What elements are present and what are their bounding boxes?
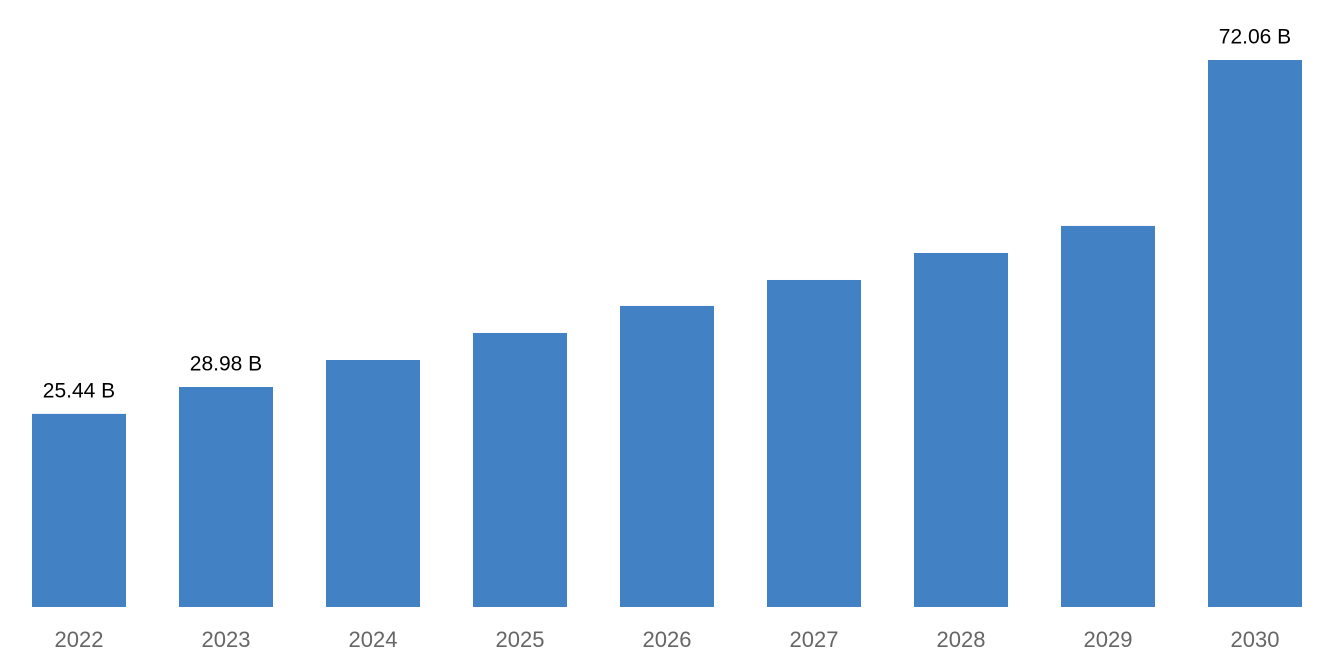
bar xyxy=(326,359,420,607)
x-tick-label: 2023 xyxy=(202,627,251,652)
bar xyxy=(767,279,861,607)
bar xyxy=(179,387,273,607)
x-tick-label: 2027 xyxy=(790,627,839,652)
bar xyxy=(1061,225,1155,607)
bar xyxy=(620,305,714,607)
x-tick-label: 2022 xyxy=(55,627,104,652)
x-tick-label: 2025 xyxy=(496,627,545,652)
x-tick-label: 2029 xyxy=(1084,627,1133,652)
bar xyxy=(473,332,567,607)
x-tick-label: 2028 xyxy=(937,627,986,652)
bar xyxy=(32,413,126,607)
x-tick-label: 2024 xyxy=(349,627,398,652)
bar xyxy=(1208,60,1302,607)
value-label: 72.06 B xyxy=(1219,26,1291,49)
value-label: 25.44 B xyxy=(43,379,115,402)
value-label: 28.98 B xyxy=(190,353,262,376)
x-tick-label: 2030 xyxy=(1231,627,1280,652)
x-tick-label: 2026 xyxy=(643,627,692,652)
bar xyxy=(914,252,1008,608)
